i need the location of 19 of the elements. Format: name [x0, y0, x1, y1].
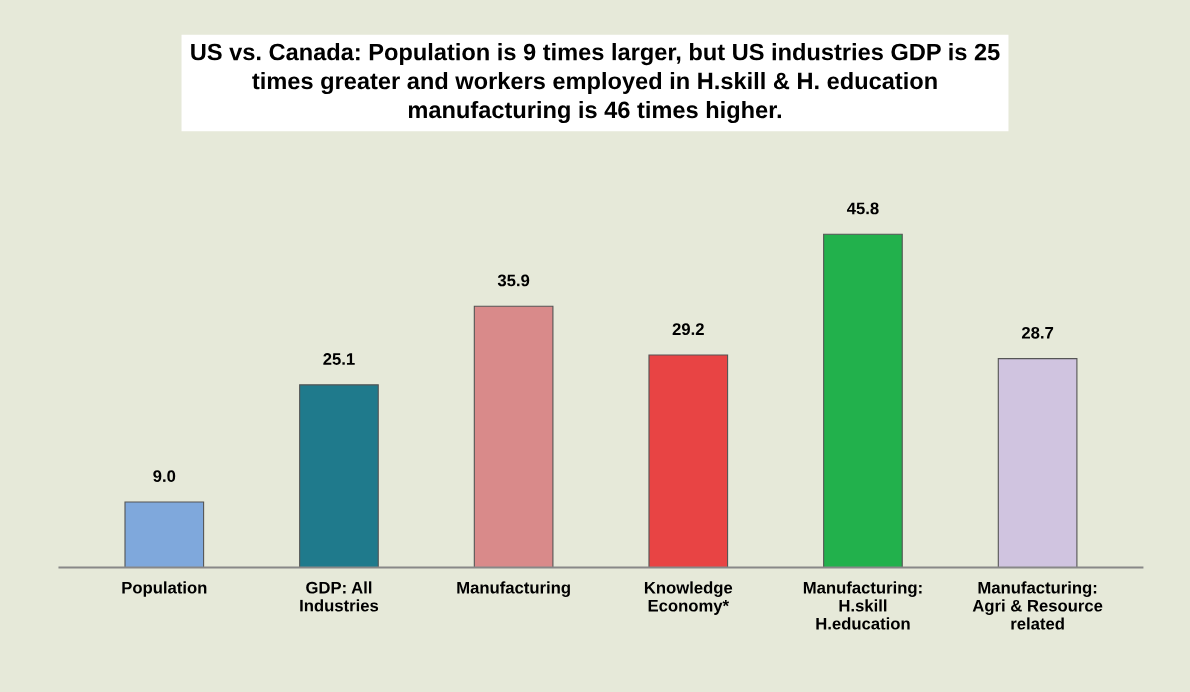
- data-label: 29.2: [672, 323, 704, 336]
- data-label: 9.0: [153, 470, 176, 483]
- data-label: 45.8: [846, 202, 879, 215]
- x-tick-label: Manufacturing: [457, 581, 570, 597]
- bar: [823, 233, 903, 568]
- data-label: 25.1: [323, 353, 355, 365]
- data-label: 35.9: [497, 274, 530, 287]
- bar: [997, 358, 1078, 568]
- bar: [124, 501, 205, 568]
- bar: [648, 354, 729, 568]
- x-tick-label: Population: [122, 581, 207, 597]
- bar: [473, 305, 554, 568]
- data-label: 28.7: [1021, 326, 1054, 339]
- chart-title: US vs. Canada: Population is 9 times larger, but US industries GDP is 25 times greater and workers employed in H.skill & H. education manufacturing is 46 times higher.: [191, 43, 1000, 124]
- x-tick-label: GDP: All Industries: [300, 581, 379, 612]
- x-tick-label: Knowledge Economy*: [644, 581, 733, 615]
- x-tick-label: Manufacturing: H.skill H.education: [803, 581, 922, 630]
- x-tick-label: Manufacturing: Agri & Resource related: [972, 581, 1103, 630]
- bar: [299, 384, 379, 568]
